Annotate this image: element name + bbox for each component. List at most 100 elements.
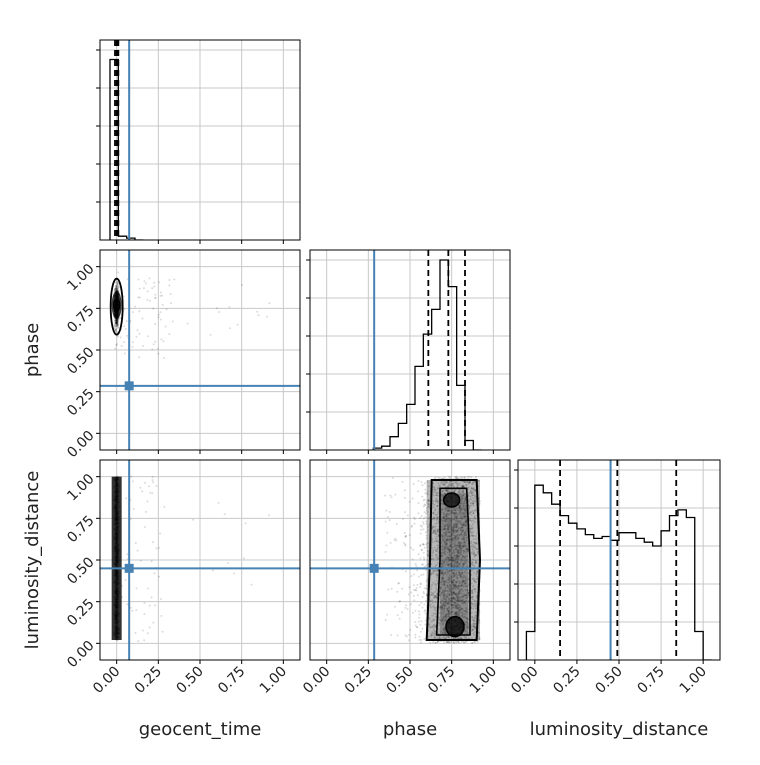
scatter-point: [154, 341, 156, 343]
scatter-point: [135, 336, 137, 338]
scatter-point: [218, 311, 220, 313]
scatter-point: [124, 352, 126, 354]
scatter-point: [173, 278, 175, 280]
scatter-point: [404, 497, 406, 499]
scatter-point: [409, 629, 411, 631]
scatter-point: [455, 642, 457, 644]
scatter-point: [130, 476, 132, 478]
scatter-point: [157, 348, 159, 350]
scatter-point: [463, 476, 465, 478]
scatter-point: [158, 547, 160, 549]
scatter-point: [142, 630, 144, 632]
scatter-point: [444, 476, 446, 478]
x-tick-label: 1.00: [257, 664, 290, 697]
scatter-point: [425, 613, 427, 615]
scatter-point: [138, 333, 140, 335]
scatter-point: [423, 638, 425, 640]
scatter-point: [153, 343, 155, 345]
scatter-point: [117, 336, 119, 338]
scatter-point: [114, 348, 116, 350]
scatter-point: [227, 562, 229, 564]
scatter-point: [415, 563, 417, 565]
scatter-point: [437, 477, 439, 479]
scatter-point: [160, 318, 162, 320]
scatter-point: [114, 328, 116, 330]
scatter-point: [157, 353, 159, 355]
scatter-point: [133, 508, 135, 510]
scatter-point: [424, 547, 426, 549]
scatter-point: [417, 502, 419, 504]
scatter-point: [470, 476, 472, 478]
scatter-point: [228, 306, 230, 308]
scatter-point: [420, 641, 422, 643]
scatter-point: [401, 588, 403, 590]
scatter-point: [160, 598, 162, 600]
scatter-point: [151, 479, 153, 481]
scatter-point: [413, 584, 415, 586]
scatter-point: [422, 596, 424, 598]
scatter-point: [477, 640, 479, 642]
panel-content: [100, 250, 300, 450]
scatter-point: [170, 302, 172, 304]
scatter-point: [424, 482, 426, 484]
scatter-point: [168, 285, 170, 287]
scatter-point: [423, 523, 425, 525]
scatter-point: [245, 522, 247, 524]
scatter-point: [116, 324, 118, 326]
scatter-point: [123, 325, 125, 327]
scatter-point: [121, 345, 123, 347]
scatter-point: [475, 476, 477, 478]
scatter-point: [116, 328, 118, 330]
scatter-point: [421, 526, 423, 528]
scatter-point: [141, 490, 143, 492]
scatter-point: [142, 345, 144, 347]
truth-marker: [125, 564, 134, 573]
scatter-point: [146, 500, 148, 502]
scatter-point: [158, 576, 160, 578]
scatter-point: [420, 574, 422, 576]
scatter-point: [420, 583, 422, 585]
scatter-point: [125, 579, 127, 581]
scatter-point: [131, 346, 133, 348]
scatter-point: [159, 311, 161, 313]
scatter-point: [187, 323, 189, 325]
scatter-point: [151, 348, 153, 350]
x-tick-label: 0.00: [90, 664, 123, 697]
scatter-point: [407, 608, 409, 610]
scatter-point: [152, 481, 154, 483]
scatter-point: [413, 574, 415, 576]
scatter-point: [140, 560, 142, 562]
scatter-point: [434, 642, 436, 644]
scatter-point: [135, 542, 137, 544]
scatter-point: [144, 526, 146, 528]
scatter-point: [147, 290, 149, 292]
panel-content: [310, 460, 510, 660]
scatter-point: [237, 324, 239, 326]
scatter-point: [115, 330, 117, 332]
scatter-point: [418, 617, 420, 619]
y-tick-label: 0.25: [64, 596, 97, 629]
scatter-point: [152, 308, 154, 310]
scatter-point: [156, 547, 158, 549]
scatter-point: [125, 328, 127, 330]
scatter-point: [137, 279, 139, 281]
scatter-point: [153, 285, 155, 287]
scatter-point: [135, 632, 137, 634]
scatter-point: [407, 514, 409, 516]
scatter-point: [419, 604, 421, 606]
scatter-point: [216, 307, 218, 309]
y-tick-label: 0.50: [64, 344, 97, 377]
scatter-point: [151, 492, 153, 494]
scatter-point: [132, 480, 134, 482]
scatter-point: [117, 326, 119, 328]
scatter-point: [132, 341, 134, 343]
scatter-point: [139, 487, 141, 489]
scatter-point: [409, 501, 411, 503]
scatter-point: [137, 550, 139, 552]
scatter-point: [423, 559, 425, 561]
scatter-point: [158, 316, 160, 318]
panel-content: [310, 250, 510, 450]
scatter-point: [149, 626, 151, 628]
scatter-point: [224, 513, 226, 515]
